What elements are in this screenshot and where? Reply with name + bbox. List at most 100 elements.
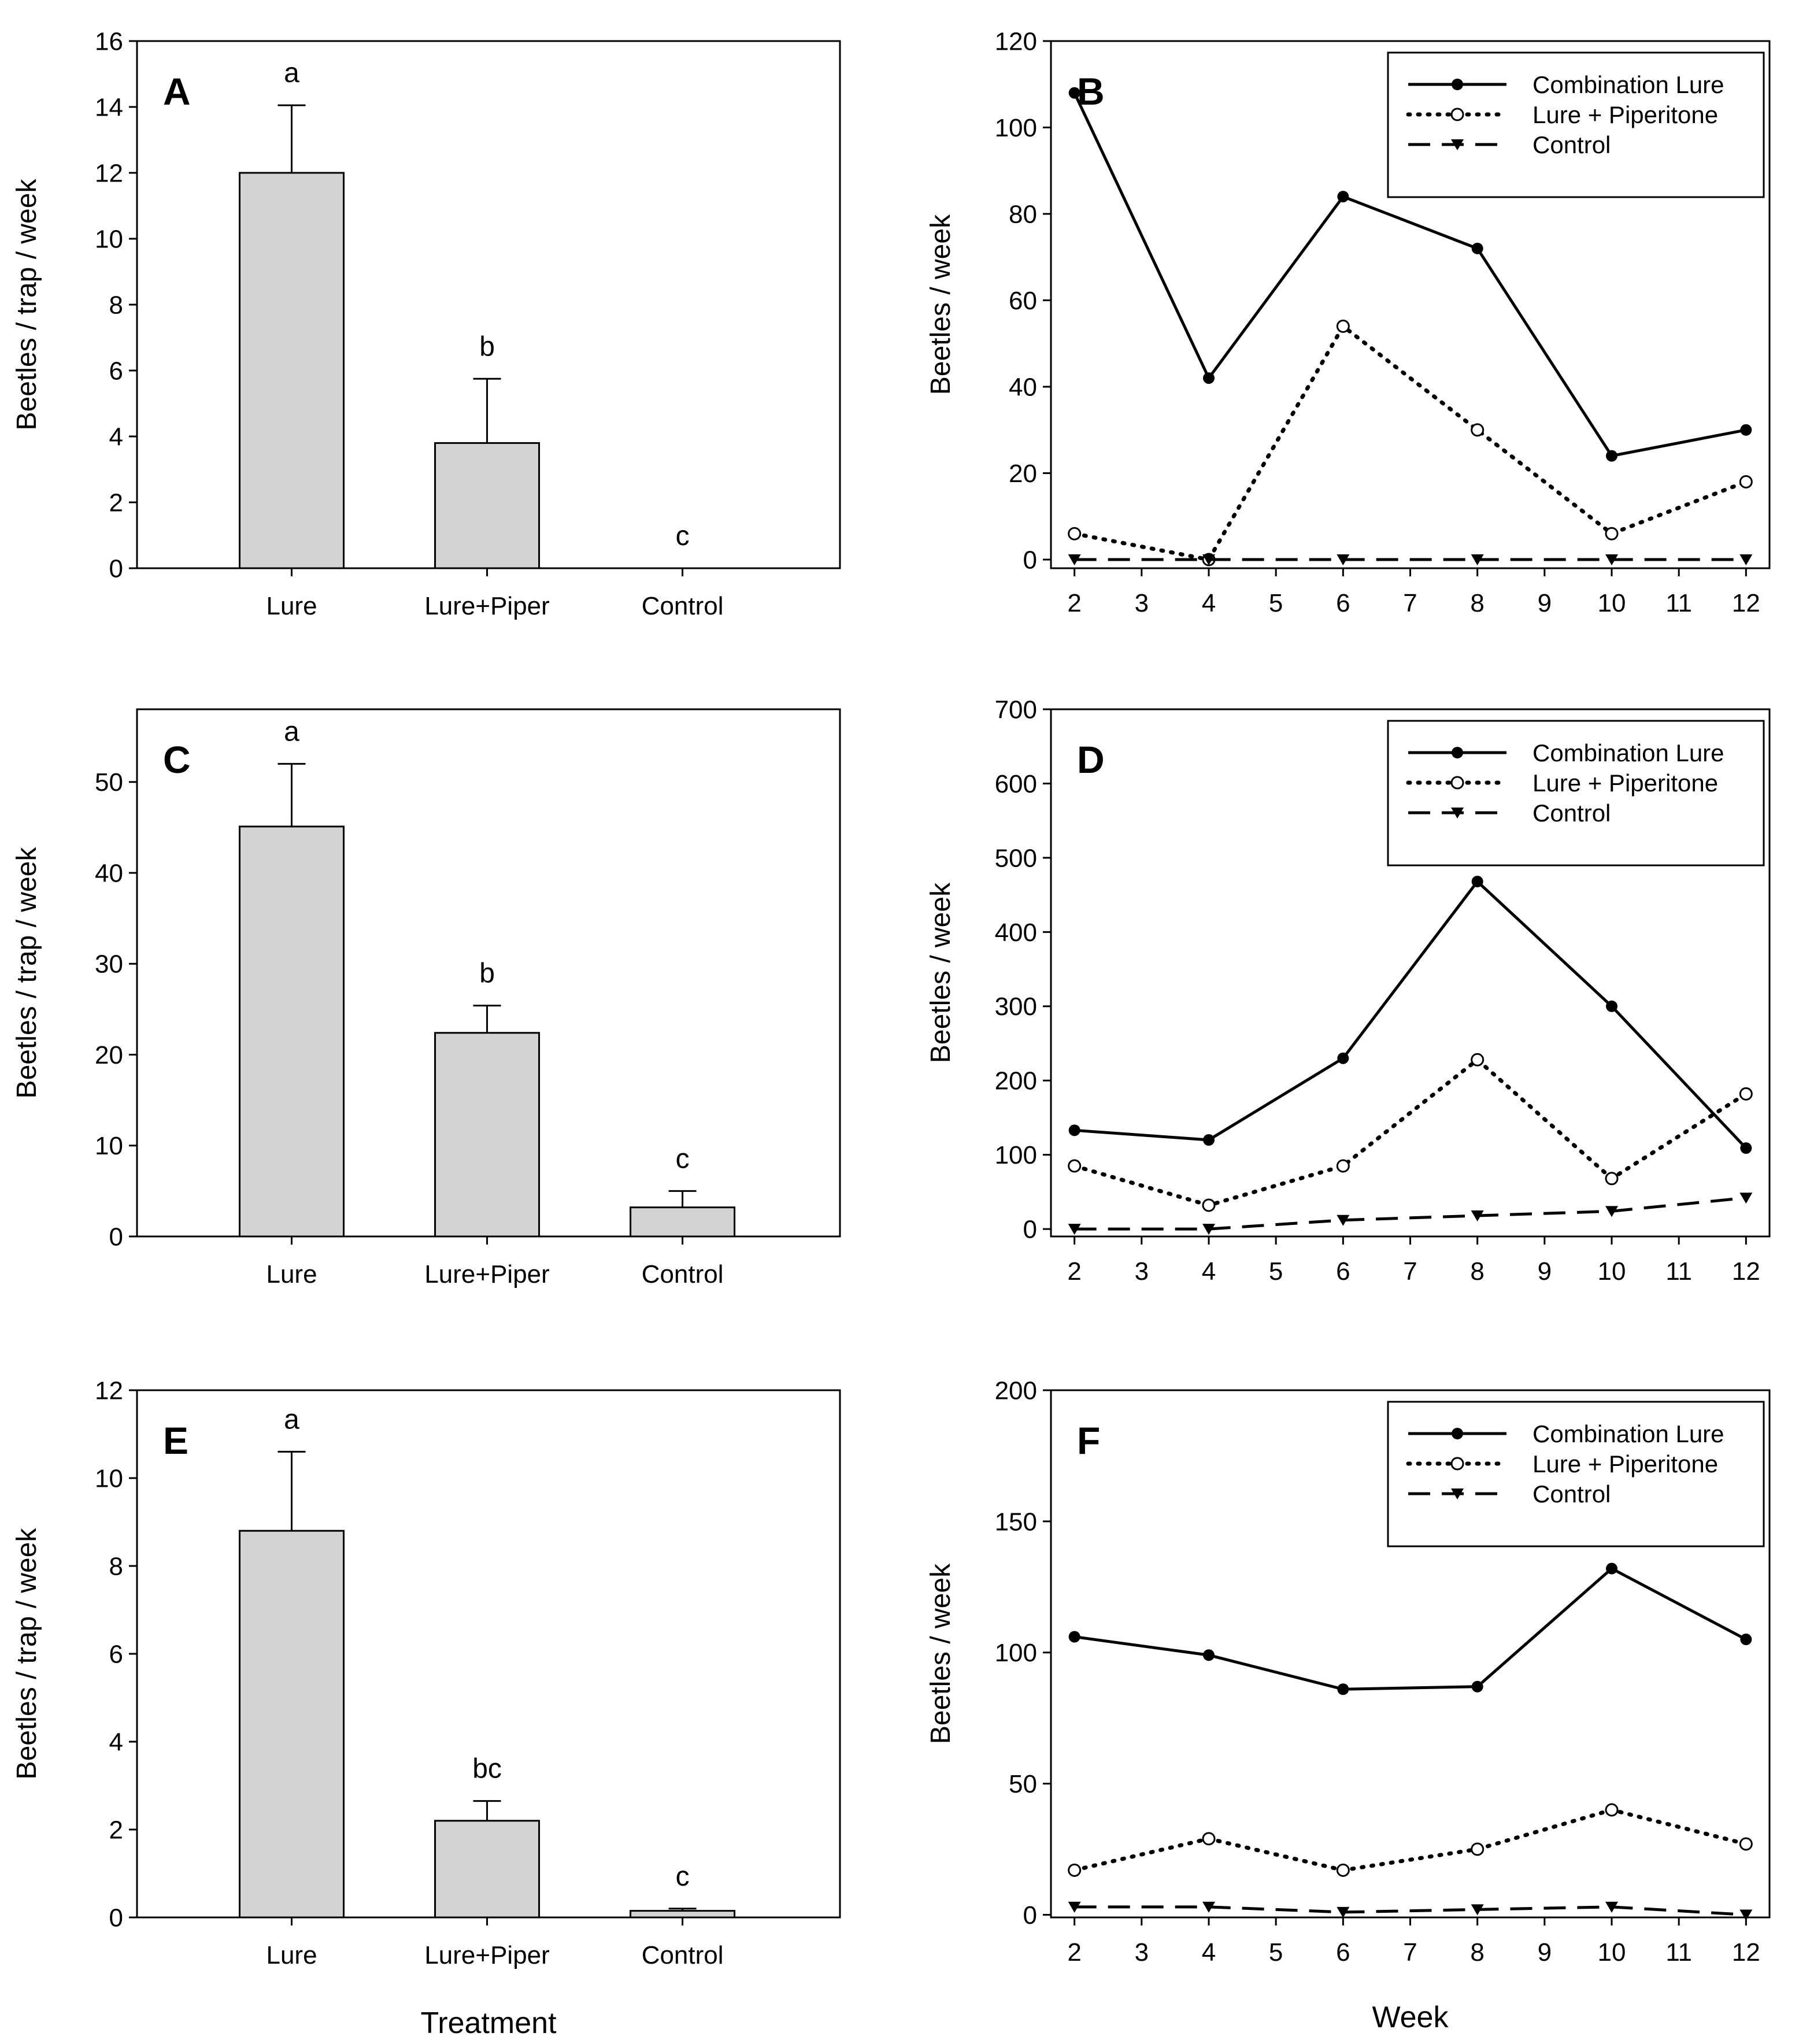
legend-label: Combination Lure (1533, 1420, 1724, 1447)
data-point (1068, 1631, 1080, 1643)
data-point (1605, 1803, 1619, 1817)
data-point (1202, 1134, 1215, 1146)
data-point (1739, 1087, 1753, 1101)
x-tick-label: Control (642, 1260, 724, 1288)
x-tick-label: 2 (1067, 589, 1081, 617)
legend-marker (1450, 1457, 1464, 1471)
legend-marker (1450, 108, 1464, 121)
x-tick-label: 4 (1202, 589, 1216, 617)
x-tick-label: 10 (1598, 1257, 1626, 1286)
data-point (1202, 1901, 1215, 1913)
x-tick-label: 4 (1202, 1938, 1216, 1967)
y-tick-label: 60 (1009, 287, 1037, 315)
y-tick-label: 10 (95, 225, 123, 253)
x-tick-label: 6 (1336, 589, 1350, 617)
significance-label: bc (472, 1754, 502, 1784)
x-tick-label: 11 (1665, 589, 1692, 617)
data-point (1202, 554, 1215, 566)
data-point (1739, 554, 1753, 566)
significance-label: a (284, 1404, 299, 1435)
y-tick-label: 0 (109, 1904, 123, 1932)
x-tick-label: 7 (1403, 1938, 1417, 1967)
data-point (1471, 242, 1483, 254)
y-tick-label: 8 (109, 291, 123, 319)
x-tick-label: 12 (1732, 1938, 1760, 1967)
y-tick-label: 150 (995, 1508, 1037, 1536)
y-tick-label: 80 (1009, 200, 1037, 228)
data-point (1739, 1909, 1753, 1921)
data-point (1471, 1842, 1485, 1856)
significance-label: c (676, 521, 690, 551)
y-tick-label: 50 (95, 768, 123, 797)
y-tick-label: 400 (995, 919, 1037, 947)
legend-label: Combination Lure (1533, 739, 1724, 766)
data-point (1068, 1901, 1081, 1913)
legend-box (1387, 51, 1765, 198)
y-tick-label: 50 (1009, 1770, 1037, 1798)
y-tick-label: 6 (109, 1640, 123, 1668)
data-point (1068, 1224, 1081, 1235)
bar (239, 825, 345, 1238)
data-point (1202, 1649, 1215, 1661)
x-tick-label: Lure (266, 592, 317, 620)
series-line (1074, 1196, 1746, 1231)
y-tick-label: 20 (1009, 460, 1037, 488)
data-point (1471, 1680, 1483, 1693)
y-tick-label: 0 (1023, 546, 1037, 574)
x-tick-label: 12 (1732, 1257, 1760, 1286)
y-tick-label: 200 (995, 1067, 1037, 1095)
data-point (1337, 1052, 1349, 1064)
data-point (1337, 1683, 1349, 1695)
x-tick-label: 11 (1665, 1938, 1692, 1967)
panel-letter: A (163, 70, 191, 113)
x-tick-label: Lure+Piper (424, 592, 549, 620)
legend-label: Control (1533, 1480, 1611, 1508)
y-tick-label: 6 (109, 357, 123, 385)
series-line (1072, 323, 1748, 562)
bar (630, 1206, 736, 1238)
series-line (1072, 1808, 1748, 1872)
legend-box (1387, 1401, 1765, 1547)
y-axis-label: Beetles / trap / week (12, 179, 42, 431)
legend-marker (1451, 139, 1464, 150)
y-tick-label: 120 (995, 27, 1037, 55)
x-tick-label: 6 (1336, 1938, 1350, 1967)
legend-marker (1451, 808, 1464, 819)
series-line (1074, 879, 1748, 1149)
data-point (1068, 527, 1082, 540)
series-line (1073, 92, 1746, 458)
significance-label: b (479, 331, 495, 362)
data-point (1336, 1159, 1350, 1173)
y-tick-label: 0 (109, 554, 123, 583)
series-line (1074, 1567, 1747, 1691)
data-point (1605, 554, 1619, 566)
data-point (1740, 424, 1752, 436)
data-point (1336, 319, 1350, 333)
data-point (1605, 527, 1619, 540)
data-point (1471, 1053, 1485, 1067)
x-tick-label: 9 (1538, 1257, 1552, 1286)
bar (630, 1910, 736, 1919)
y-axis-label: Beetles / week (926, 214, 956, 395)
legend-marker (1450, 776, 1464, 790)
bar (239, 1530, 345, 1919)
data-point (1202, 372, 1215, 384)
x-tick-label: 9 (1538, 1938, 1552, 1967)
x-tick-label: 3 (1135, 1938, 1149, 1967)
y-tick-label: 10 (95, 1132, 123, 1160)
data-point (1337, 1906, 1350, 1918)
legend-marker (1452, 1428, 1463, 1439)
x-tick-label: 2 (1067, 1257, 1081, 1286)
x-tick-label: 5 (1269, 1257, 1283, 1286)
x-tick-label: 12 (1732, 589, 1760, 617)
x-axis-label: Week (1372, 2001, 1449, 2034)
panel-letter: D (1077, 738, 1105, 781)
x-tick-label: 9 (1538, 589, 1552, 617)
legend-label: Lure + Piperitone (1533, 769, 1718, 797)
data-point (1471, 1904, 1484, 1916)
y-tick-label: 100 (995, 114, 1037, 142)
data-point (1202, 1832, 1216, 1846)
legend-label: Control (1533, 799, 1611, 827)
data-point (1605, 1206, 1619, 1217)
data-point (1336, 1863, 1350, 1877)
